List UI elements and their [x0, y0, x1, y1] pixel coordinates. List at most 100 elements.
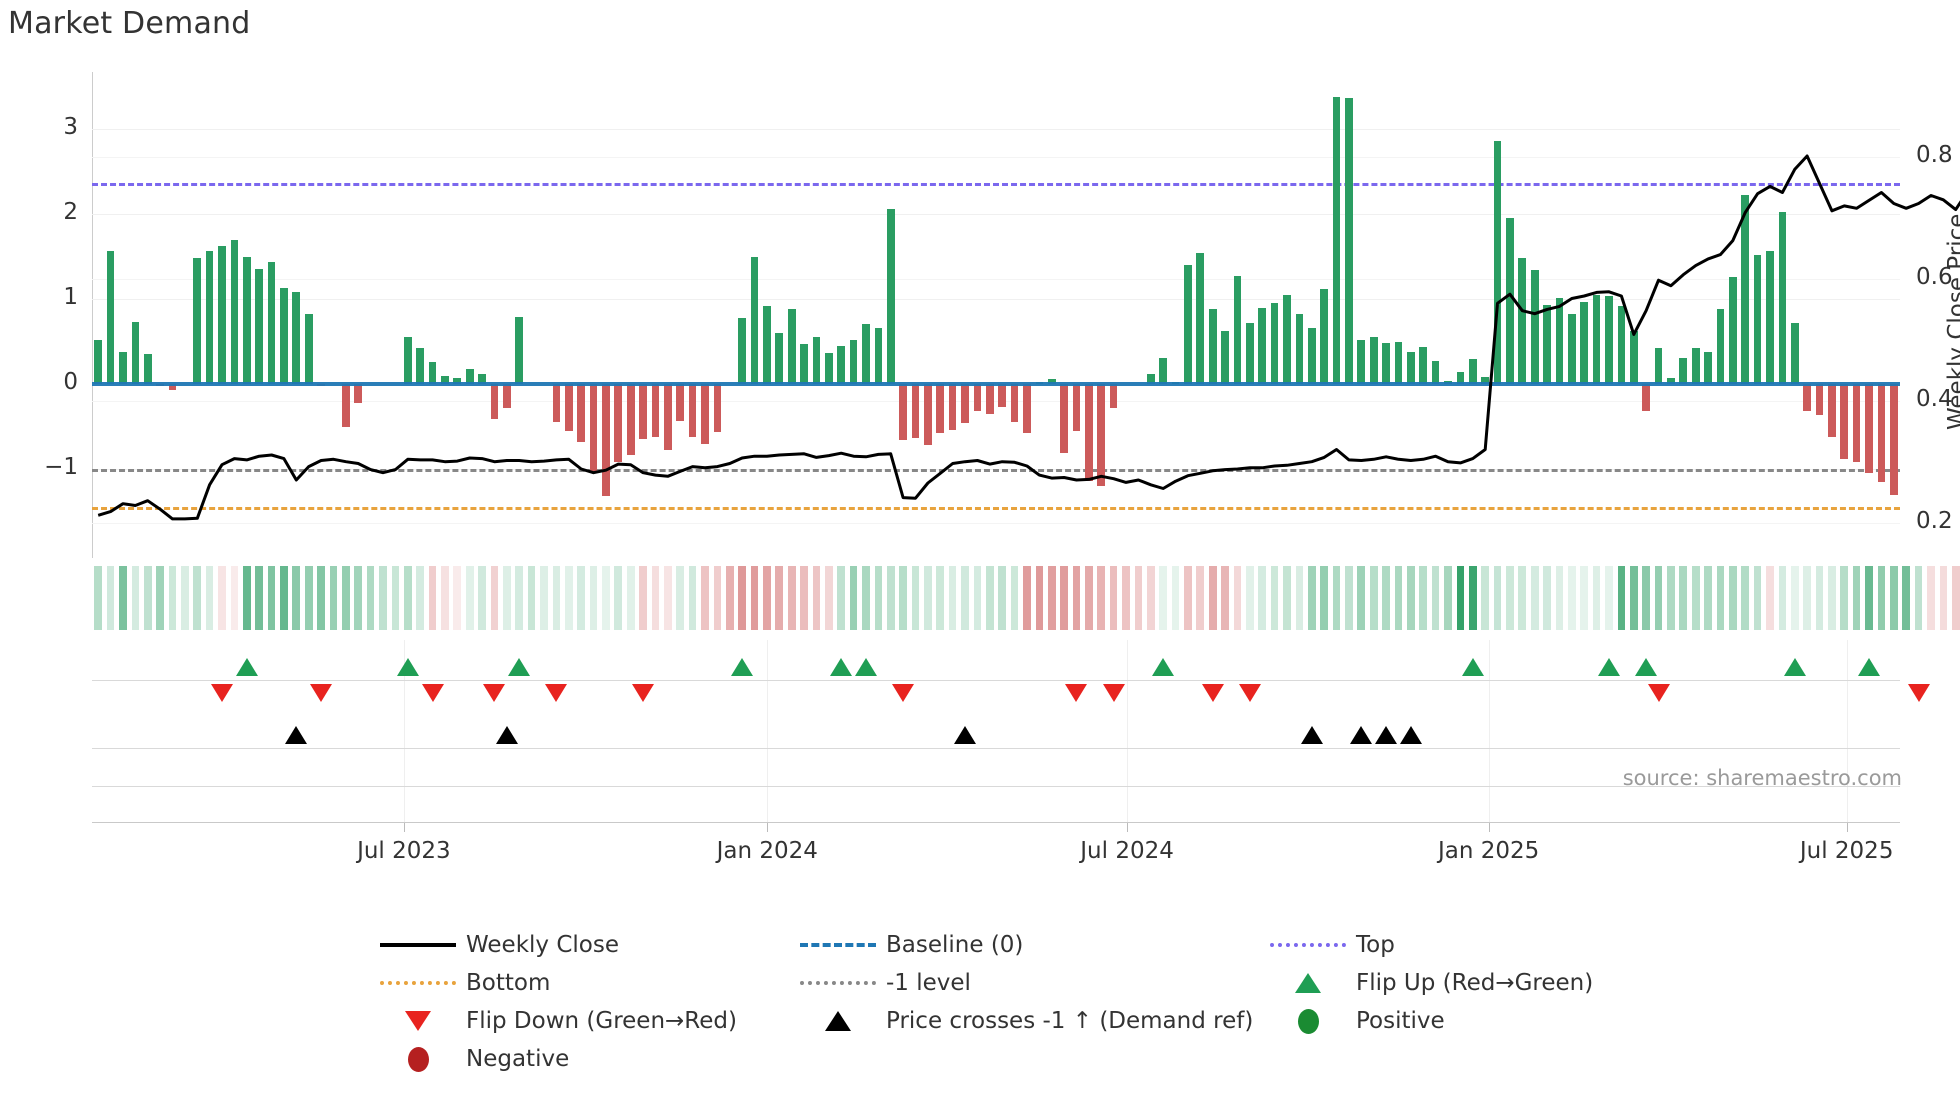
- demand-bar: [465, 368, 474, 385]
- demand-bar: [1617, 305, 1626, 385]
- strip-cell: [800, 566, 808, 630]
- demand-bar: [800, 344, 808, 385]
- strip-cell: [1927, 566, 1935, 630]
- demand-bar: [292, 292, 301, 385]
- demand-bar: [1679, 357, 1688, 385]
- demand-bar: [1629, 331, 1638, 385]
- strip-cell: [1543, 566, 1551, 630]
- page-title: Market Demand: [8, 6, 251, 41]
- flip-up-marker: [731, 658, 754, 676]
- strip-cell: [1481, 566, 1489, 630]
- flip-down-marker: [1102, 684, 1125, 702]
- strip-cell: [1394, 566, 1403, 630]
- demand-bar: [948, 384, 957, 431]
- demand-bar: [1072, 384, 1081, 431]
- flip-up-marker: [1152, 658, 1175, 676]
- price-cross-marker: [954, 726, 977, 744]
- strip-cell: [255, 566, 263, 630]
- demand-bar: [1047, 379, 1056, 385]
- x-guide: [403, 640, 405, 822]
- demand-bar: [899, 384, 907, 441]
- right-tick-label: 0.6: [1916, 263, 1953, 290]
- left-tick-label: 0: [63, 369, 78, 396]
- legend-row: Negative: [370, 1040, 1690, 1078]
- strip-cell: [1753, 566, 1762, 630]
- strip-cell: [1097, 566, 1106, 630]
- legend-label: Negative: [466, 1046, 570, 1072]
- legend-item[interactable]: Flip Up (Red→Green): [1260, 964, 1690, 1002]
- strip-cell: [1506, 566, 1514, 630]
- strip-cell: [1419, 566, 1428, 630]
- legend-item[interactable]: Flip Down (Green→Red): [370, 1002, 790, 1040]
- demand-bar: [143, 353, 152, 385]
- demand-bar: [403, 337, 412, 385]
- strip-cell: [391, 566, 400, 630]
- legend-item[interactable]: Bottom: [370, 964, 790, 1002]
- line-dot-purple-icon: [1260, 943, 1356, 947]
- demand-bar: [924, 384, 932, 446]
- strip-cell: [1283, 566, 1291, 630]
- demand-bar: [1803, 384, 1811, 411]
- line-dash-blue-icon: [790, 943, 886, 947]
- x-tick-label: Jan 2024: [716, 838, 818, 864]
- x-guide: [1127, 640, 1129, 822]
- strip-cell: [354, 566, 363, 630]
- flip-down-marker: [1065, 684, 1088, 702]
- strip-cell: [911, 566, 920, 630]
- reference-line-1-level: [92, 469, 1900, 473]
- strip-cell: [1951, 566, 1960, 630]
- legend-item[interactable]: Positive: [1260, 1002, 1690, 1040]
- flip-down-marker: [1907, 684, 1930, 702]
- legend-label: Positive: [1356, 1008, 1445, 1034]
- flip-up-marker: [1597, 658, 1620, 676]
- strip-cell: [1778, 566, 1787, 630]
- legend-item[interactable]: Top: [1260, 926, 1690, 964]
- line-dot-orange-icon: [370, 981, 466, 985]
- demand-bar: [1109, 384, 1118, 408]
- strip-cell: [1530, 566, 1539, 630]
- demand-bar: [1654, 348, 1663, 385]
- strip-cell: [602, 566, 610, 630]
- left-axis-title: Market Demand: [0, 0, 4, 150]
- strip-cell: [1345, 566, 1353, 630]
- strip-cell: [552, 566, 561, 630]
- demand-bar: [614, 384, 623, 463]
- demand-bar: [478, 373, 486, 385]
- strip-cell: [280, 566, 288, 630]
- legend-label: Weekly Close: [466, 932, 619, 958]
- strip-cell: [1803, 566, 1811, 630]
- strip-cell: [862, 566, 870, 630]
- strip-cell: [379, 566, 387, 630]
- demand-bar: [218, 246, 226, 385]
- strip-cell: [1109, 566, 1118, 630]
- strip-cell: [329, 566, 338, 630]
- strip-cell: [465, 566, 474, 630]
- demand-bar: [168, 384, 177, 391]
- demand-bar: [1642, 384, 1650, 411]
- demand-bar: [639, 384, 647, 439]
- strip-cell: [1828, 566, 1836, 630]
- strip-cell: [973, 566, 982, 630]
- legend-item[interactable]: -1 level: [790, 964, 1260, 1002]
- strip-cell: [936, 566, 945, 630]
- demand-bar: [1877, 384, 1886, 482]
- demand-bar: [193, 258, 202, 385]
- legend-item[interactable]: Negative: [370, 1040, 790, 1078]
- strip-cell: [1518, 566, 1527, 630]
- legend-item[interactable]: Price crosses -1 ↑ (Demand ref): [790, 1002, 1260, 1040]
- legend-item[interactable]: Baseline (0): [790, 926, 1260, 964]
- strip-cell: [416, 566, 424, 630]
- demand-bar: [1766, 251, 1774, 385]
- legend-item[interactable]: Weekly Close: [370, 926, 790, 964]
- strip-cell: [1233, 566, 1242, 630]
- demand-bar: [428, 362, 437, 385]
- triangle-up-green-icon: [1260, 973, 1356, 993]
- line-solid-black-icon: [370, 943, 466, 947]
- demand-bar: [1283, 294, 1291, 385]
- strip-cell: [1072, 566, 1081, 630]
- strip-cell: [317, 566, 325, 630]
- dot-red-icon: [370, 1046, 466, 1072]
- strip-cell: [1382, 566, 1390, 630]
- left-tick-label: 2: [63, 199, 78, 226]
